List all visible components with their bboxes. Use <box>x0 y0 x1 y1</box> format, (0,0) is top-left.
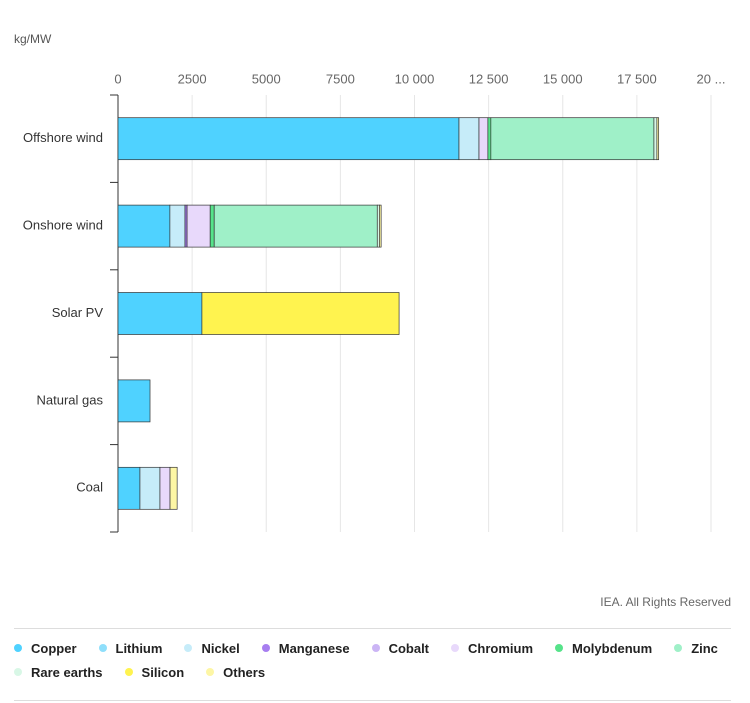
legend-label: Manganese <box>278 640 350 656</box>
legend-item[interactable]: Chromium <box>451 640 533 656</box>
bar-segment <box>117 379 151 423</box>
bar-segment <box>159 466 171 510</box>
legend-item[interactable]: Others <box>206 664 265 680</box>
divider <box>14 628 731 629</box>
x-tick-label: 2500 <box>178 71 207 86</box>
bar-segment <box>117 117 460 161</box>
x-tick-label: 10 000 <box>395 71 435 86</box>
source: IEA. All Rights Reserved <box>600 595 731 609</box>
legend-swatch <box>124 668 133 676</box>
y-tick-label: Coal <box>76 480 103 495</box>
bar-segment <box>117 466 141 510</box>
y-tick-label: Offshore wind <box>23 130 103 145</box>
bar-segment <box>487 117 492 161</box>
legend-item[interactable]: Molybdenum <box>555 640 652 656</box>
x-tick-label: 5000 <box>252 71 281 86</box>
y-tick-label: Natural gas <box>37 392 104 407</box>
legend-item[interactable]: Copper <box>14 640 77 656</box>
bar-segment <box>653 117 658 161</box>
legend-label: Molybdenum <box>572 640 653 656</box>
bar-segment <box>478 117 489 161</box>
bar-segment <box>201 292 400 335</box>
x-tick-label: 20 ... <box>697 71 726 86</box>
legend-label: Silicon <box>141 664 185 680</box>
bar-segment <box>656 117 660 161</box>
bar-segment <box>379 204 382 248</box>
bar-segment <box>490 117 655 161</box>
legend-item[interactable]: Rare earths <box>14 664 103 680</box>
divider <box>14 700 731 701</box>
y-tick-label: Solar PV <box>52 305 104 320</box>
bar-segment <box>139 466 161 510</box>
legend-label: Nickel <box>201 640 240 656</box>
bar-segment <box>169 466 178 510</box>
legend-swatch <box>98 644 107 652</box>
legend-label: Rare earths <box>31 664 103 680</box>
legend-swatch <box>371 644 380 652</box>
chart: kg/MW IEA. All Rights Reserved 0 2500 5000… <box>14 32 731 609</box>
legend-swatch <box>674 644 683 652</box>
x-tick-label: 12 500 <box>469 71 509 86</box>
bar-segment <box>169 204 186 248</box>
y-tick-label: Onshore wind <box>23 218 103 233</box>
legend-label: Copper <box>31 640 77 656</box>
legend-item[interactable]: Cobalt <box>371 640 430 656</box>
legend-label: Others <box>223 664 266 680</box>
legend-item[interactable]: Nickel <box>184 640 240 656</box>
legend-label: Lithium <box>115 640 163 656</box>
bar-segment <box>186 204 211 248</box>
x-tick-label: 0 <box>114 71 121 86</box>
legend-swatch <box>206 668 215 676</box>
legend-swatch <box>14 668 22 676</box>
bar-segment <box>209 204 215 248</box>
legend-swatch <box>14 644 22 652</box>
legend-swatch <box>184 644 193 652</box>
bar-segment <box>213 204 378 248</box>
legend-swatch <box>555 644 564 652</box>
legend-label: Chromium <box>468 640 534 656</box>
legend-swatch <box>261 644 270 652</box>
x-tick-label: 15 000 <box>543 71 583 86</box>
bar-segment <box>458 117 480 161</box>
legend: Copper Lithium Nickel Manganese Cobalt Chromi… <box>14 640 734 680</box>
legend-swatch <box>451 644 460 652</box>
legend-item[interactable]: Zinc <box>674 640 718 656</box>
x-tick-label: 7500 <box>326 71 355 86</box>
legend-item[interactable]: Manganese <box>261 640 350 656</box>
legend-item[interactable]: Lithium <box>98 640 163 656</box>
bar-segment <box>117 292 203 335</box>
legend-label: Cobalt <box>388 640 430 656</box>
unit-label: kg/MW <box>14 32 52 46</box>
x-tick-label: 17 500 <box>617 71 657 86</box>
legend-label: Zinc <box>691 640 718 656</box>
legend-item[interactable]: Silicon <box>124 664 185 680</box>
bar-segment <box>117 204 171 248</box>
